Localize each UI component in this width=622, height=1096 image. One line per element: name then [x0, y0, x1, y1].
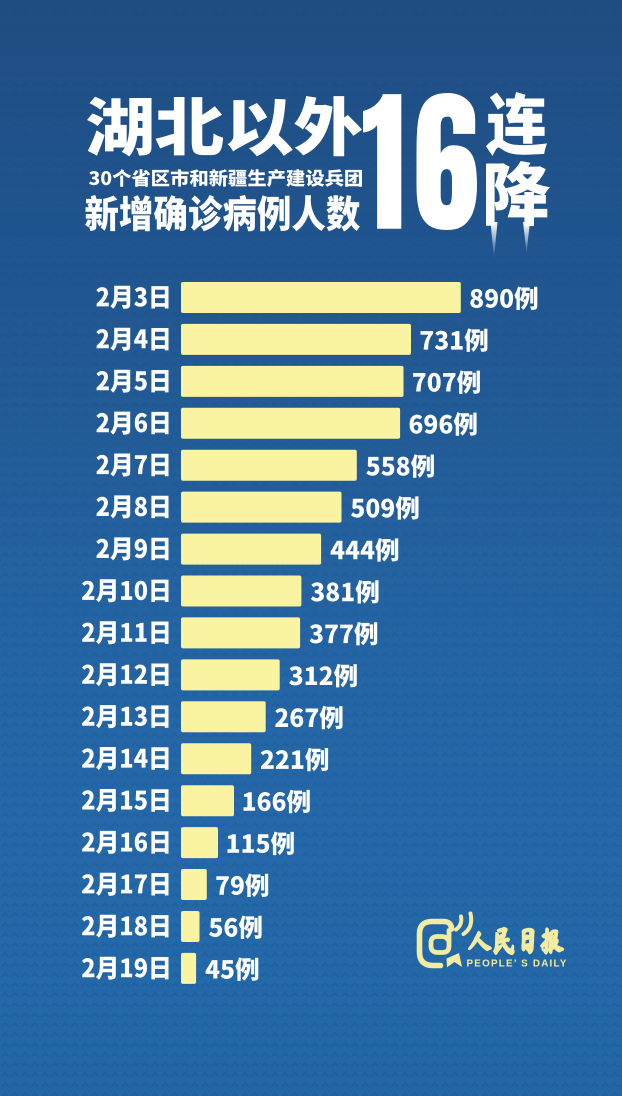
svg-text:PEOPLE’ S DAILY: PEOPLE’ S DAILY — [467, 959, 568, 970]
